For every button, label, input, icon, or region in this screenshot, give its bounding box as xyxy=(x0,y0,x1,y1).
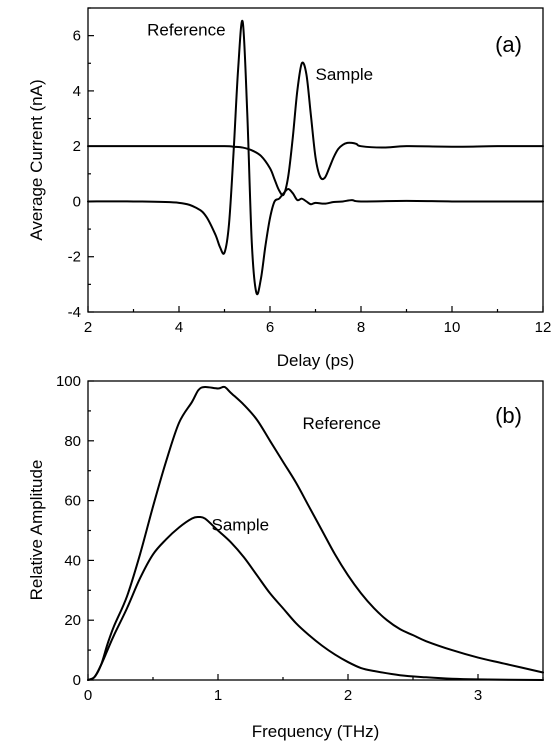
panel-b-y-tick-label: 20 xyxy=(64,612,81,629)
panel-a-x-tick-label: 4 xyxy=(175,319,183,336)
panel-a-curves xyxy=(87,19,544,296)
panel-b: 0 1 2 3 0 20 40 60 80 100 Reference Sample (b) Fre… xyxy=(27,373,544,741)
panel-b-annotation-reference: Reference xyxy=(303,414,381,433)
panel-a-y-axis-label: Average Current (nA) xyxy=(27,79,46,240)
panel-b-x-axis-label: Frequency (THz) xyxy=(252,722,380,741)
panel-a-y-tick-label: 6 xyxy=(73,28,81,45)
panel-a-x-tick-label: 2 xyxy=(84,319,92,336)
panel-a-annotations: Reference Sample xyxy=(147,21,373,84)
panel-a-series-sample xyxy=(87,61,544,197)
panel-b-x-tick-label: 0 xyxy=(84,687,92,704)
panel-b-annotations: Reference Sample xyxy=(212,414,381,535)
panel-a-series-reference xyxy=(87,19,544,296)
panel-b-x-tick-label: 2 xyxy=(344,687,352,704)
panel-a-x-axis-label: Delay (ps) xyxy=(277,351,354,370)
panel-a-ticks: 2 4 6 8 10 12 -4 -2 0 2 4 6 xyxy=(68,7,552,336)
panel-a-x-tick-label: 12 xyxy=(535,319,552,336)
panel-b-y-tick-label: 80 xyxy=(64,433,81,450)
panel-a-y-tick-label: -4 xyxy=(68,304,81,321)
panel-a-y-tick-label: 0 xyxy=(73,193,81,210)
panel-b-series-sample xyxy=(87,515,544,681)
panel-b-y-tick-label: 60 xyxy=(64,493,81,510)
panel-b-series-reference xyxy=(87,385,544,681)
panel-b-x-tick-label: 1 xyxy=(214,687,222,704)
panel-b-label: (b) xyxy=(495,403,522,428)
panel-b-curves xyxy=(87,385,544,681)
panel-a-annotation-sample: Sample xyxy=(316,65,374,84)
panel-a-y-tick-label: 2 xyxy=(73,138,81,155)
panel-a-y-tick-label: -2 xyxy=(68,249,81,266)
panel-b-y-tick-label: 0 xyxy=(73,672,81,689)
panel-a-x-tick-label: 10 xyxy=(444,319,461,336)
panel-a-x-tick-label: 8 xyxy=(357,319,365,336)
panel-a-annotation-reference: Reference xyxy=(147,21,225,40)
panel-a-x-tick-label: 6 xyxy=(266,319,274,336)
panel-b-y-tick-label: 100 xyxy=(56,373,81,390)
panel-b-ticks: 0 1 2 3 0 20 40 60 80 100 xyxy=(56,373,544,704)
panel-b-y-tick-label: 40 xyxy=(64,552,81,569)
panel-b-x-tick-label: 3 xyxy=(474,687,482,704)
panel-a-label: (a) xyxy=(495,32,522,57)
panel-a-y-tick-label: 4 xyxy=(73,83,81,100)
panel-b-y-axis-label: Relative Amplitude xyxy=(27,460,46,601)
panel-b-annotation-sample: Sample xyxy=(212,516,270,535)
panel-a: 2 4 6 8 10 12 -4 -2 0 2 4 6 Reference Sample (a) Del… xyxy=(27,7,552,370)
